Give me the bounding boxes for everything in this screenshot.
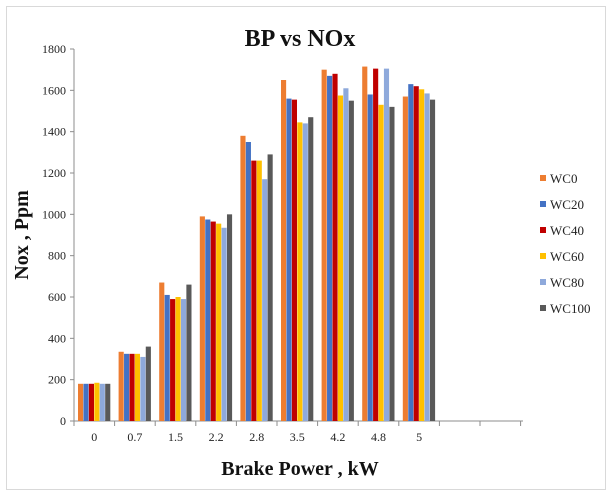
- bar-wc60-3.5: [297, 122, 303, 422]
- bar-wc60-0.7: [134, 353, 141, 421]
- bar-wc100-2.2: [226, 214, 233, 421]
- x-tick-label: 2.8: [249, 430, 264, 444]
- x-axis-label: Brake Power , kW: [221, 458, 378, 480]
- x-tick-label: 1.5: [168, 430, 183, 444]
- y-tick-label: 200: [48, 373, 66, 387]
- bar-wc60-2.8: [256, 160, 262, 421]
- bar-wc80-5: [424, 93, 430, 422]
- bar-wc20-4.2: [327, 75, 333, 422]
- bar-wc80-3.5: [302, 123, 308, 422]
- x-tick-label: 0: [91, 430, 97, 444]
- legend-label-wc60: WC60: [550, 249, 584, 264]
- bar-wc40-4.8: [373, 68, 379, 421]
- bar-wc80-2.8: [262, 179, 268, 421]
- x-ticks: 0 0.7 1.5 2.2 2.8 3.5 4.2 4.8 5: [73, 421, 522, 444]
- bar-wc60-1.5: [175, 297, 181, 421]
- legend-swatch-wc80: [540, 279, 546, 285]
- y-tick-label: 400: [48, 331, 66, 345]
- bar-wc40-5: [413, 86, 419, 421]
- bar-wc100-5: [429, 99, 436, 421]
- y-tick-label: 1600: [42, 83, 66, 97]
- legend-swatch-wc20: [540, 201, 546, 207]
- legend-swatch-wc0: [540, 175, 546, 181]
- bar-wc40-2.2: [210, 221, 216, 421]
- bar-wc100-3.5: [308, 117, 314, 421]
- chart-title: BP vs NOx: [245, 26, 356, 52]
- bar-wc20-2.2: [205, 219, 211, 421]
- bar-wc100-4.8: [389, 106, 395, 422]
- bar-wc60-5: [419, 89, 425, 422]
- bars: [78, 66, 436, 422]
- y-tick-label: 1000: [42, 207, 66, 221]
- bar-wc60-0: [94, 382, 100, 421]
- bar-wc20-5: [408, 84, 414, 421]
- legend-label-wc100: WC100: [550, 301, 590, 316]
- bar-wc100-0: [105, 383, 111, 421]
- y-tick-label: 800: [48, 249, 66, 263]
- bar-wc80-2.2: [221, 227, 227, 421]
- bar-wc20-1.5: [164, 294, 170, 421]
- legend-swatch-wc100: [540, 305, 546, 311]
- bar-wc20-3.5: [286, 98, 292, 421]
- legend-label-wc0: WC0: [550, 171, 577, 186]
- bar-wc60-2.2: [216, 223, 222, 421]
- bar-wc80-4.8: [383, 68, 390, 421]
- x-tick-label: 2.2: [209, 430, 224, 444]
- legend-label-wc20: WC20: [550, 197, 584, 212]
- bar-wc80-4.2: [343, 88, 349, 422]
- y-ticks: 0 200 400 600 800 1000 1200 1400 1600 1800: [42, 42, 74, 428]
- bar-wc0-4.8: [362, 66, 368, 421]
- x-tick-label: 4.2: [330, 430, 345, 444]
- bar-wc20-0.7: [124, 353, 130, 421]
- x-tick-label: 0.7: [127, 430, 142, 444]
- y-tick-label: 1400: [42, 125, 66, 139]
- legend-label-wc80: WC80: [550, 275, 584, 290]
- y-tick-label: 1800: [42, 42, 66, 56]
- bar-wc0-3.5: [281, 80, 287, 421]
- y-axis-label: Nox , Ppm: [11, 190, 33, 280]
- x-tick-label: 4.8: [371, 430, 386, 444]
- bar-wc0-0.7: [118, 351, 124, 421]
- legend-label-wc40: WC40: [550, 223, 584, 238]
- bar-wc20-2.8: [245, 142, 251, 421]
- bar-wc40-0.7: [129, 353, 135, 421]
- bar-wc40-2.8: [251, 160, 257, 421]
- y-tick-label: 0: [60, 414, 66, 428]
- bar-wc0-2.8: [240, 135, 246, 422]
- bar-wc0-2.2: [199, 216, 205, 421]
- bar-wc40-1.5: [170, 299, 176, 421]
- bar-wc60-4.8: [378, 104, 384, 422]
- bar-wc0-4.2: [321, 69, 327, 422]
- bar-wc40-0: [88, 383, 94, 421]
- bar-wc60-4.2: [337, 95, 344, 421]
- x-tick-label: 3.5: [290, 430, 305, 444]
- legend-swatch-wc40: [540, 227, 546, 233]
- bar-wc40-4.2: [332, 73, 338, 422]
- bar-wc20-4.8: [367, 94, 373, 421]
- legend-swatch-wc60: [540, 253, 546, 259]
- y-tick-label: 1200: [42, 166, 66, 180]
- bar-wc100-1.5: [186, 284, 192, 421]
- bar-wc80-1.5: [180, 299, 187, 421]
- bar-wc100-4.2: [348, 100, 354, 422]
- bar-wc20-0: [83, 383, 89, 421]
- bar-wc0-1.5: [159, 282, 165, 421]
- x-tick-label: 5: [416, 430, 422, 444]
- bar-wc0-0: [78, 383, 84, 421]
- bar-wc100-0.7: [145, 346, 151, 421]
- bar-wc100-2.8: [267, 154, 273, 421]
- bar-wc40-3.5: [291, 99, 297, 421]
- legend: WC0 WC20 WC40 WC60 WC80 WC100: [540, 171, 590, 316]
- bar-wc0-5: [402, 96, 408, 421]
- bar-wc80-0: [99, 383, 105, 421]
- bar-wc80-0.7: [140, 356, 146, 421]
- y-tick-label: 600: [48, 290, 66, 304]
